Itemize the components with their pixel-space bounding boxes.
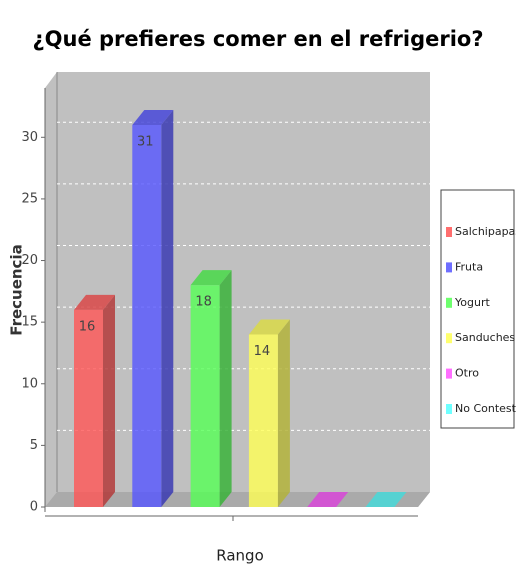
- legend-label: Fruta: [455, 260, 483, 273]
- legend-swatch: [446, 297, 452, 308]
- y-tick-label: 15: [21, 315, 38, 330]
- legend-swatch: [446, 262, 452, 273]
- y-tick-label: 10: [21, 376, 38, 391]
- bar-top: [74, 294, 115, 310]
- chart-title: ¿Qué prefieres comer en el refrigerio?: [32, 27, 483, 51]
- x-axis-label: Rango: [216, 547, 264, 565]
- bar-side: [219, 270, 232, 507]
- y-tick-label: 5: [30, 438, 38, 453]
- legend-label: No Contestó: [455, 402, 516, 415]
- bar-top: [307, 492, 349, 507]
- y-tick-label: 30: [21, 130, 38, 145]
- legend: [440, 189, 515, 429]
- value-label: 16: [79, 319, 96, 334]
- bar: [190, 285, 220, 507]
- bar-top: [248, 319, 290, 335]
- y-tick-label: 25: [21, 191, 38, 206]
- legend-swatch: [446, 368, 452, 379]
- value-label: 31: [137, 134, 154, 149]
- legend-label: Yogurt: [454, 296, 490, 309]
- legend-swatch: [446, 404, 452, 414]
- bar-top: [190, 270, 232, 286]
- legend-swatch: [446, 333, 452, 344]
- legend-swatch: [446, 227, 452, 237]
- bar-side: [277, 319, 290, 507]
- value-label: 14: [254, 344, 271, 359]
- bar-top: [365, 492, 407, 507]
- y-tick-label: 0: [30, 500, 38, 515]
- legend-label: Salchipapas.: [455, 225, 516, 238]
- bar: [132, 124, 162, 508]
- bar: [74, 309, 103, 507]
- legend-label: Sanduches: [455, 331, 515, 344]
- y-axis-label: Frecuencia: [8, 244, 26, 335]
- bar-side: [161, 109, 174, 508]
- bar: [248, 334, 278, 507]
- y-tick-label: 20: [21, 253, 38, 268]
- bar-top: [132, 109, 174, 125]
- legend-label: Otro: [455, 367, 479, 380]
- value-label: 18: [195, 295, 212, 310]
- bar-side: [103, 294, 115, 507]
